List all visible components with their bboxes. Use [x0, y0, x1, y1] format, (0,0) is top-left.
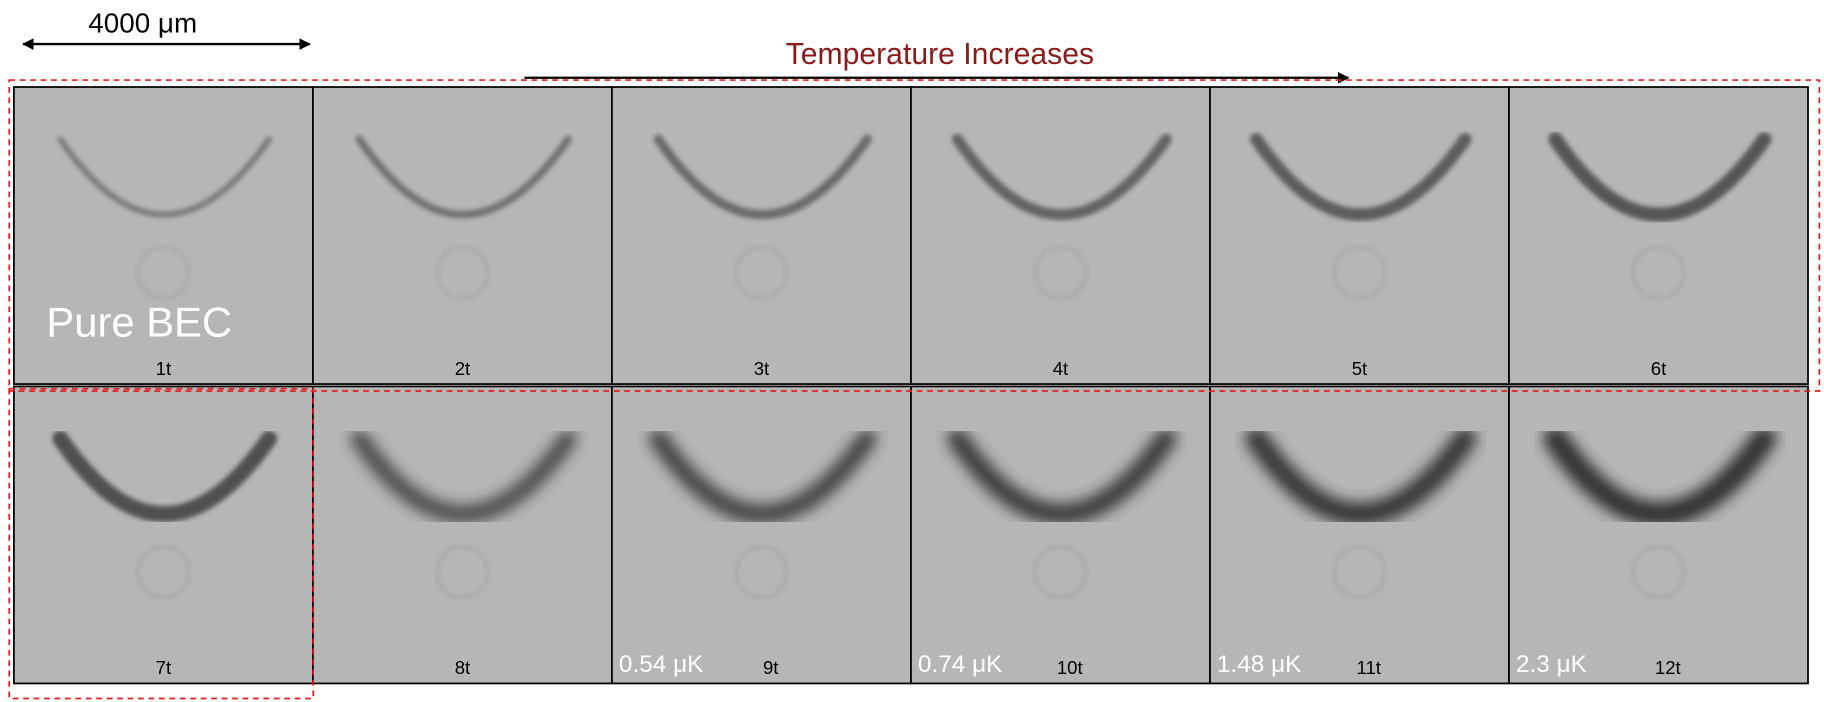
panel-label: 12t	[1655, 657, 1682, 678]
atom-cloud	[1250, 132, 1472, 221]
atom-cloud	[951, 133, 1172, 221]
fringe	[734, 544, 789, 600]
panel: 7t	[13, 385, 314, 685]
fringe	[1033, 245, 1088, 300]
panel: 1t Pure BEC	[13, 86, 314, 385]
fringe	[1631, 245, 1686, 300]
atom-cloud	[1548, 132, 1772, 222]
panel-label: 10t	[1057, 657, 1084, 678]
panel: 2t	[312, 86, 613, 385]
panel: 3t	[611, 86, 912, 385]
fringe	[1332, 245, 1387, 300]
panel-image	[1209, 86, 1510, 385]
panel-label: 11t	[1357, 657, 1382, 678]
highlight-box	[8, 387, 315, 700]
panel: 4t	[910, 86, 1211, 385]
atom-cloud	[350, 429, 578, 523]
atom-cloud	[355, 135, 572, 219]
panel-label: 5t	[1352, 358, 1368, 379]
panel-label: 6t	[1651, 358, 1667, 379]
title: Temperature Increases	[786, 38, 1094, 71]
panel: 9t 0.54 μK	[611, 385, 912, 685]
panel-note: 0.54 μK	[619, 651, 703, 678]
atom-cloud	[1543, 426, 1777, 527]
panel-label: 7t	[156, 657, 172, 678]
panel-label: 4t	[1053, 358, 1069, 379]
fringe	[1033, 544, 1088, 600]
scale-label: 4000 μm	[88, 7, 197, 38]
atom-cloud	[1245, 427, 1477, 526]
panel-grid: 1t Pure BEC 2t 3t 4t 5t 6t 7t 8t 9t 0.54 μK 10t 0.74…	[13, 86, 1809, 685]
panel-label: 3t	[754, 358, 770, 379]
highlight-box	[8, 79, 1821, 392]
atom-cloud	[653, 134, 872, 220]
panel-note: 2.3 μK	[1516, 651, 1587, 678]
fringe	[435, 544, 490, 600]
fringe	[1332, 544, 1387, 600]
panel: 12t 2.3 μK	[1508, 385, 1809, 685]
panel-label: 8t	[455, 657, 471, 678]
fringe	[1631, 544, 1686, 600]
panel-image	[910, 86, 1211, 385]
panel-image	[611, 86, 912, 385]
fringe	[136, 245, 191, 300]
fringe	[734, 245, 789, 300]
panel-note: 1.48 μK	[1217, 651, 1301, 678]
panel-image	[312, 86, 613, 385]
panel: 6t	[1508, 86, 1809, 385]
panel: 10t 0.74 μK	[910, 385, 1211, 685]
atom-cloud	[648, 428, 877, 524]
panel-label: 2t	[455, 358, 471, 379]
panel-image	[1508, 86, 1809, 385]
panel: 8t	[312, 385, 613, 685]
atom-cloud	[52, 430, 278, 522]
panel-image	[13, 86, 314, 385]
panel-note: 0.74 μK	[918, 651, 1002, 678]
fringe	[136, 544, 191, 600]
panel-label: 1t	[156, 358, 172, 379]
atom-cloud	[946, 428, 1177, 525]
atom-cloud	[57, 136, 273, 218]
panel: 5t	[1209, 86, 1510, 385]
fringe	[435, 245, 490, 300]
panel-label: 9t	[763, 657, 779, 678]
panel: 11t 1.48 μK	[1209, 385, 1510, 685]
panel-note: Pure BEC	[46, 298, 232, 345]
